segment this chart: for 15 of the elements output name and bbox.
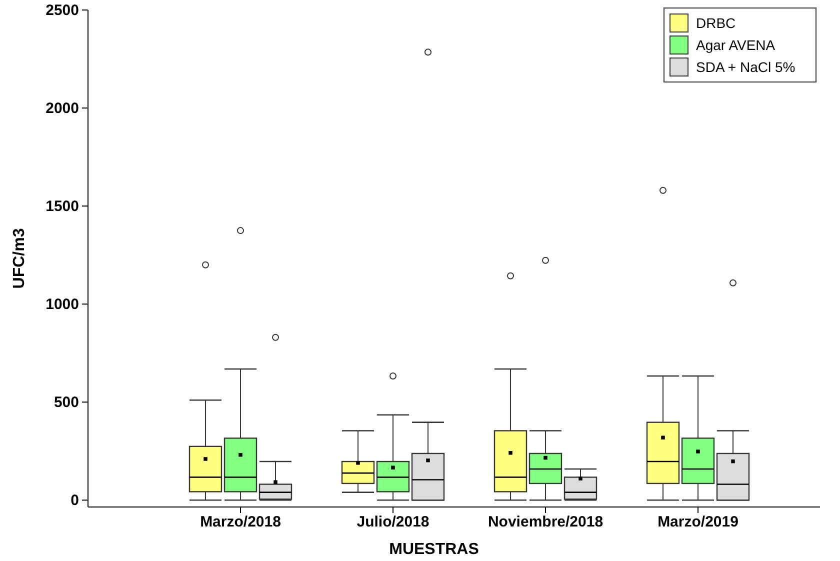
y-axis-title: UFC/m3	[11, 228, 28, 289]
x-tick-label: Julio/2018	[356, 514, 430, 531]
legend-label: Agar AVENA	[696, 37, 776, 53]
y-tick-label: 1000	[46, 296, 79, 313]
x-axis-title: MUESTRAS	[389, 541, 480, 558]
y-tick-label: 2000	[46, 100, 79, 117]
x-tick-label: Marzo/2019	[658, 514, 738, 531]
legend-label: DRBC	[696, 15, 736, 31]
y-tick-label: 1500	[46, 198, 79, 215]
y-tick-label: 500	[54, 394, 79, 411]
y-tick-label: 2500	[46, 2, 79, 19]
y-tick-label: 0	[70, 492, 79, 509]
x-tick-label: Marzo/2018	[200, 514, 281, 531]
x-tick-label: Noviembre/2018	[488, 514, 604, 531]
legend-label: SDA + NaCl 5%	[696, 59, 796, 75]
